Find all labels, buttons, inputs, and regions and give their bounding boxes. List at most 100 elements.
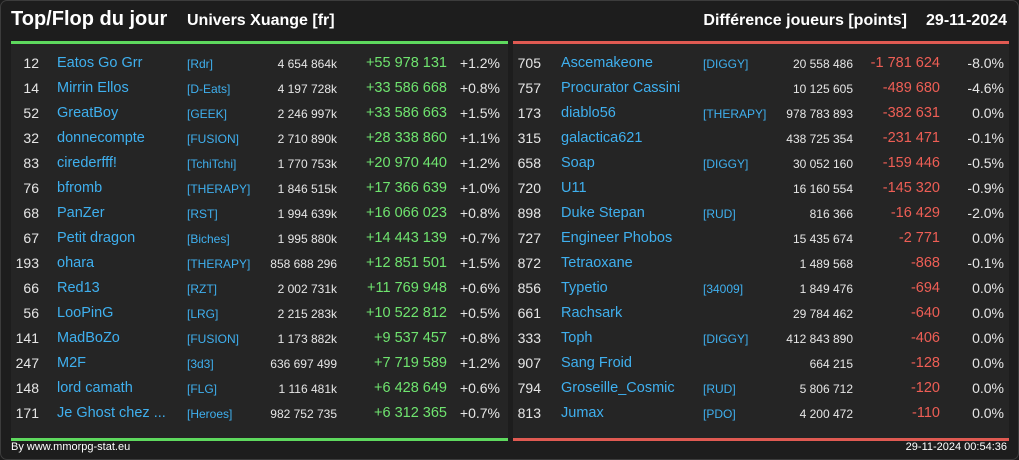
alliance-tag-link[interactable]: [Rdr] <box>187 57 214 71</box>
player-score: 1 846 515k <box>277 182 337 196</box>
player-row: 872 Tetraoxane 1 489 568 -868 -0.1% <box>513 251 1009 276</box>
score-difference: -489 680 <box>882 80 940 96</box>
player-row: 727 Engineer Phobos 15 435 674 -2 771 0.0% <box>513 226 1009 251</box>
generated-timestamp: 29-11-2024 00:54:36 <box>905 441 1007 453</box>
player-rank: 171 <box>15 405 39 421</box>
player-name-link[interactable]: Toph <box>561 330 593 346</box>
alliance-tag-link[interactable]: [PDO] <box>703 407 736 421</box>
percent-change: -0.5% <box>967 155 1004 171</box>
alliance-tag-link[interactable]: [THERAPY] <box>187 257 251 271</box>
player-score: 978 783 893 <box>786 107 853 121</box>
alliance-tag-link[interactable]: [D-Eats] <box>187 82 231 96</box>
player-rank: 14 <box>23 80 39 96</box>
player-name-link[interactable]: Duke Stepan <box>561 205 645 221</box>
percent-change: +1.0% <box>459 180 500 196</box>
player-name-link[interactable]: Petit dragon <box>57 230 136 246</box>
top-losers-list: 705 Ascemakeone [DIGGY] 20 558 486 -1 781 62… <box>513 51 1009 426</box>
score-difference: +16 066 023 <box>365 205 447 221</box>
player-name-link[interactable]: Red13 <box>57 280 100 296</box>
player-name-link[interactable]: Sang Froid <box>561 355 632 371</box>
player-row: 32 donnecompte [FUSION] 2 710 890k +28 338 8… <box>11 126 508 151</box>
score-difference: +20 970 440 <box>365 155 447 171</box>
alliance-tag-link[interactable]: [FLG] <box>187 382 218 396</box>
player-score: 2 246 997k <box>277 107 337 121</box>
player-name-link[interactable]: ohara <box>57 255 95 271</box>
player-name-link[interactable]: MadBoZo <box>57 330 120 346</box>
player-name-link[interactable]: M2F <box>57 355 86 371</box>
player-name-link[interactable]: Ascemakeone <box>561 55 653 71</box>
player-score: 982 752 735 <box>270 407 337 421</box>
header: Top/Flop du jour Univers Xuange [fr] Dif… <box>1 1 1018 41</box>
player-name-link[interactable]: Engineer Phobos <box>561 230 673 246</box>
alliance-tag-link[interactable]: [FUSION] <box>187 332 240 346</box>
alliance-tag-link[interactable]: [THERAPY] <box>703 107 767 121</box>
player-name-link[interactable]: galactica621 <box>561 130 643 146</box>
alliance-tag-link[interactable]: [DIGGY] <box>703 157 749 171</box>
player-name-link[interactable]: Eatos Go Grr <box>57 55 143 71</box>
player-name-link[interactable]: Rachsark <box>561 305 623 321</box>
alliance-tag-link[interactable]: [RUD] <box>703 207 736 221</box>
player-score: 10 125 605 <box>792 82 853 96</box>
percent-change: +1.5% <box>459 105 500 121</box>
player-row: 83 cirederfff! [TchiTchi] 1 770 753k +20 970… <box>11 151 508 176</box>
alliance-tag-link[interactable]: [DIGGY] <box>703 332 749 346</box>
score-difference: -406 <box>910 330 940 346</box>
percent-change: 0.0% <box>972 380 1004 396</box>
score-difference: +55 978 131 <box>365 55 447 71</box>
percent-change: +0.8% <box>459 330 500 346</box>
alliance-tag-link[interactable]: [THERAPY] <box>187 182 251 196</box>
site-credit: By www.mmorpg-stat.eu <box>11 441 131 453</box>
player-row: 333 Toph [DIGGY] 412 843 890 -406 0.0% <box>513 326 1009 351</box>
player-name-link[interactable]: bfromb <box>57 180 103 196</box>
alliance-tag-link[interactable]: [Heroes] <box>187 407 233 421</box>
alliance-tag-link[interactable]: [RST] <box>187 207 218 221</box>
player-row: 907 Sang Froid 664 215 -128 0.0% <box>513 351 1009 376</box>
alliance-tag-link[interactable]: [GEEK] <box>187 107 228 121</box>
alliance-tag-link[interactable]: [34009] <box>703 282 744 296</box>
percent-change: -0.1% <box>967 130 1004 146</box>
player-name-link[interactable]: Tetraoxane <box>561 255 633 271</box>
player-score: 4 654 864k <box>277 57 337 71</box>
player-rank: 66 <box>23 280 39 296</box>
alliance-tag-link[interactable]: [TchiTchi] <box>187 157 237 171</box>
player-row: 315 galactica621 438 725 354 -231 471 -0.1% <box>513 126 1009 151</box>
player-rank: 872 <box>517 255 541 271</box>
player-name-link[interactable]: Je Ghost chez ... <box>57 405 166 421</box>
player-score: 858 688 296 <box>270 257 337 271</box>
player-name-link[interactable]: U11 <box>561 180 587 196</box>
player-score: 412 843 890 <box>786 332 853 346</box>
alliance-tag-link[interactable]: [RUD] <box>703 382 736 396</box>
player-name-link[interactable]: Mirrin Ellos <box>57 80 129 96</box>
player-name-link[interactable]: cirederfff! <box>57 155 117 171</box>
alliance-tag-link[interactable]: [Biches] <box>187 232 230 246</box>
player-name-link[interactable]: lord camath <box>57 380 133 396</box>
player-name-link[interactable]: donnecompte <box>57 130 145 146</box>
player-row: 661 Rachsark 29 784 462 -640 0.0% <box>513 301 1009 326</box>
player-name-link[interactable]: PanZer <box>57 205 105 221</box>
player-name-link[interactable]: Jumax <box>561 405 604 421</box>
player-name-link[interactable]: Soap <box>561 155 595 171</box>
player-name-link[interactable]: GreatBoy <box>57 105 119 121</box>
player-name-link[interactable]: Groseille_Cosmic <box>561 380 675 396</box>
percent-change: +1.2% <box>459 55 500 71</box>
player-name-link[interactable]: diablo56 <box>561 105 616 121</box>
universe-label: Univers Xuange [fr] <box>187 12 335 29</box>
player-score: 1 173 882k <box>277 332 337 346</box>
percent-change: -0.1% <box>967 255 1004 271</box>
alliance-tag-link[interactable]: [RZT] <box>187 282 217 296</box>
alliance-tag-link[interactable]: [DIGGY] <box>703 57 749 71</box>
alliance-tag-link[interactable]: [LRG] <box>187 307 219 321</box>
player-name-link[interactable]: Procurator Cassini <box>561 80 681 96</box>
score-difference: -382 631 <box>882 105 940 121</box>
score-difference: -2 771 <box>898 230 940 246</box>
score-difference: -159 446 <box>882 155 940 171</box>
percent-change: 0.0% <box>972 280 1004 296</box>
player-name-link[interactable]: Typetio <box>561 280 608 296</box>
alliance-tag-link[interactable]: [3d3] <box>187 357 214 371</box>
player-name-link[interactable]: LooPinG <box>57 305 114 321</box>
alliance-tag-link[interactable]: [FUSION] <box>187 132 240 146</box>
score-difference: +12 851 501 <box>365 255 447 271</box>
player-score: 5 806 712 <box>799 382 853 396</box>
player-row: 12 Eatos Go Grr [Rdr] 4 654 864k +55 978 131… <box>11 51 508 76</box>
